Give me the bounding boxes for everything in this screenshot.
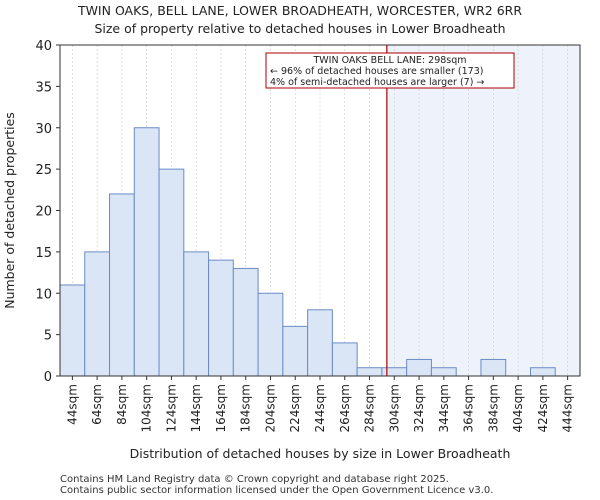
bar [59,284,86,377]
x-tick-label: 444sqm [561,384,575,432]
annotation-box [265,52,515,89]
y-tick-label: 10 [35,287,52,302]
x-tick-label: 124sqm [164,384,178,432]
y-tick-label: 40 [35,39,52,54]
x-tick-label: 164sqm [214,384,228,432]
x-tick-label: 424sqm [536,384,550,432]
x-tick-label: 64sqm [90,384,104,425]
y-tick-label: 30 [35,122,52,137]
bar [282,325,309,377]
x-tick-label: 284sqm [363,384,377,432]
bar [257,292,284,377]
annotation-line-smaller: ← 96% of detached houses are smaller (17… [270,66,483,77]
chart-subtitle: Size of property relative to detached ho… [94,21,506,36]
x-tick-label: 324sqm [412,384,426,432]
bar [183,251,210,377]
y-axis-label: Number of detached properties [2,112,17,309]
x-tick-label: 264sqm [338,384,352,432]
x-tick-label: 404sqm [511,384,525,432]
bar [84,251,111,377]
y-tick-label: 35 [35,80,52,95]
y-tick-label: 0 [44,370,52,385]
bar [331,342,358,377]
bar [430,367,457,377]
x-tick-label: 104sqm [140,384,154,432]
annotation-line-property: TWIN OAKS BELL LANE: 298sqm [312,55,466,66]
x-tick-label: 364sqm [462,384,476,432]
annotation-line-larger: 4% of semi-detached houses are larger (7… [270,77,484,88]
bar [133,127,160,377]
bar [406,358,432,377]
chart-title: TWIN OAKS, BELL LANE, LOWER BROADHEATH, … [77,3,523,18]
x-tick-label: 344sqm [437,384,451,432]
x-tick-label: 244sqm [313,384,327,432]
y-tick-label: 5 [44,329,52,344]
footer-licence: Contains public sector information licen… [60,485,494,496]
x-tick-label: 184sqm [239,384,253,432]
bar [158,168,185,377]
x-tick-label: 224sqm [288,384,302,432]
bar [208,259,234,377]
x-axis-label: Distribution of detached houses by size … [130,446,511,461]
x-tick-label: 44sqm [65,384,79,425]
y-tick-label: 25 [35,163,52,178]
bar [109,193,135,377]
y-tick-label: 15 [35,246,52,261]
bar [381,367,408,377]
bar [307,309,333,377]
footer-copyright: Contains HM Land Registry data © Crown c… [60,474,449,485]
bar [529,367,556,377]
x-tick-label: 304sqm [387,384,401,432]
bar [480,358,507,377]
x-tick-label: 384sqm [486,384,500,432]
x-tick-label: 84sqm [115,384,129,425]
x-tick-label: 144sqm [189,384,203,432]
y-tick-label: 20 [35,205,52,220]
bar [232,267,259,377]
bar [356,367,383,377]
highlight-region [386,45,580,376]
x-tick-label: 204sqm [263,384,277,432]
